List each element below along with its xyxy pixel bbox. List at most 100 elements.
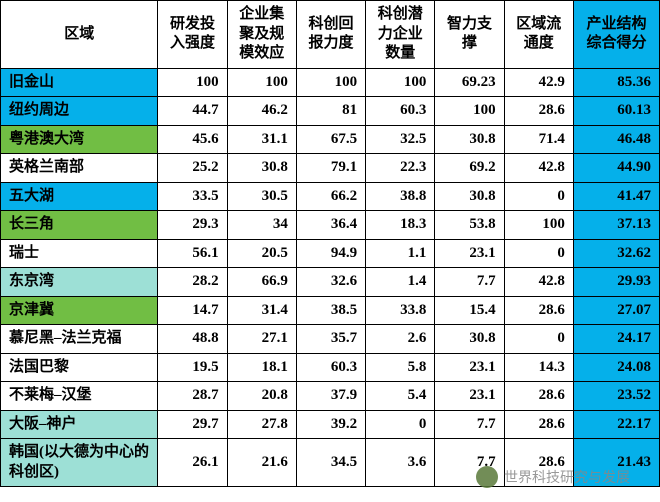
value-cell: 38.5 — [296, 296, 365, 325]
value-cell: 30.8 — [435, 182, 504, 211]
value-cell: 79.1 — [296, 154, 365, 183]
value-cell: 39.2 — [296, 410, 365, 439]
score-cell: 24.08 — [573, 353, 659, 382]
score-cell: 29.93 — [573, 268, 659, 297]
value-cell: 5.8 — [366, 353, 435, 382]
value-cell: 25.2 — [158, 154, 227, 183]
value-cell: 28.2 — [158, 268, 227, 297]
region-cell: 长三角 — [1, 211, 158, 240]
value-cell: 27.8 — [227, 410, 296, 439]
score-cell: 21.43 — [573, 439, 659, 487]
value-cell: 69.2 — [435, 154, 504, 183]
value-cell: 14.3 — [504, 353, 573, 382]
value-cell: 0 — [504, 239, 573, 268]
value-cell: 15.4 — [435, 296, 504, 325]
value-cell: 34 — [227, 211, 296, 240]
region-cell: 法国巴黎 — [1, 353, 158, 382]
value-cell: 100 — [296, 68, 365, 97]
score-cell: 24.17 — [573, 325, 659, 354]
table-row: 法国巴黎19.518.160.35.823.114.324.08 — [1, 353, 660, 382]
value-cell: 14.7 — [158, 296, 227, 325]
score-cell: 23.52 — [573, 382, 659, 411]
col-3: 科创回报力度 — [296, 1, 365, 69]
value-cell: 31.1 — [227, 125, 296, 154]
col-2: 企业集聚及规模效应 — [227, 1, 296, 69]
value-cell: 7.7 — [435, 439, 504, 487]
value-cell: 7.7 — [435, 268, 504, 297]
value-cell: 7.7 — [435, 410, 504, 439]
table-row: 纽约周边44.746.28160.310028.660.13 — [1, 97, 660, 126]
value-cell: 5.4 — [366, 382, 435, 411]
value-cell: 1.4 — [366, 268, 435, 297]
value-cell: 36.4 — [296, 211, 365, 240]
value-cell: 20.5 — [227, 239, 296, 268]
table-row: 不莱梅–汉堡28.720.837.95.423.128.623.52 — [1, 382, 660, 411]
value-cell: 31.4 — [227, 296, 296, 325]
value-cell: 30.5 — [227, 182, 296, 211]
value-cell: 100 — [158, 68, 227, 97]
value-cell: 28.6 — [504, 97, 573, 126]
value-cell: 35.7 — [296, 325, 365, 354]
score-cell: 32.62 — [573, 239, 659, 268]
table-row: 京津冀14.731.438.533.815.428.627.07 — [1, 296, 660, 325]
score-cell: 41.47 — [573, 182, 659, 211]
value-cell: 27.1 — [227, 325, 296, 354]
ranking-table: 区域 研发投入强度 企业集聚及规模效应 科创回报力度 科创潜力企业数量 智力支撑… — [0, 0, 660, 487]
value-cell: 26.1 — [158, 439, 227, 487]
value-cell: 29.7 — [158, 410, 227, 439]
region-cell: 慕尼黑–法兰克福 — [1, 325, 158, 354]
value-cell: 29.3 — [158, 211, 227, 240]
region-cell: 东京湾 — [1, 268, 158, 297]
value-cell: 48.8 — [158, 325, 227, 354]
value-cell: 60.3 — [366, 97, 435, 126]
value-cell: 19.5 — [158, 353, 227, 382]
value-cell: 32.5 — [366, 125, 435, 154]
region-cell: 五大湖 — [1, 182, 158, 211]
table-row: 五大湖33.530.566.238.830.8041.47 — [1, 182, 660, 211]
value-cell: 42.9 — [504, 68, 573, 97]
table-body: 旧金山10010010010069.2342.985.36纽约周边44.746.… — [1, 68, 660, 487]
value-cell: 100 — [227, 68, 296, 97]
value-cell: 18.3 — [366, 211, 435, 240]
col-score: 产业结构综合得分 — [573, 1, 659, 69]
value-cell: 21.6 — [227, 439, 296, 487]
value-cell: 44.7 — [158, 97, 227, 126]
value-cell: 30.8 — [435, 125, 504, 154]
value-cell: 42.8 — [504, 154, 573, 183]
col-5: 智力支撑 — [435, 1, 504, 69]
value-cell: 28.7 — [158, 382, 227, 411]
value-cell: 0 — [366, 410, 435, 439]
value-cell: 28.6 — [504, 439, 573, 487]
value-cell: 23.1 — [435, 382, 504, 411]
region-cell: 旧金山 — [1, 68, 158, 97]
score-cell: 44.90 — [573, 154, 659, 183]
value-cell: 45.6 — [158, 125, 227, 154]
region-cell: 瑞士 — [1, 239, 158, 268]
value-cell: 94.9 — [296, 239, 365, 268]
score-cell: 60.13 — [573, 97, 659, 126]
value-cell: 0 — [504, 325, 573, 354]
value-cell: 81 — [296, 97, 365, 126]
col-1: 研发投入强度 — [158, 1, 227, 69]
value-cell: 18.1 — [227, 353, 296, 382]
table-row: 韩国(以大德为中心的科创区)26.121.634.53.67.728.621.4… — [1, 439, 660, 487]
value-cell: 33.5 — [158, 182, 227, 211]
score-cell: 85.36 — [573, 68, 659, 97]
value-cell: 60.3 — [296, 353, 365, 382]
region-cell: 不莱梅–汉堡 — [1, 382, 158, 411]
value-cell: 37.9 — [296, 382, 365, 411]
value-cell: 33.8 — [366, 296, 435, 325]
col-4: 科创潜力企业数量 — [366, 1, 435, 69]
score-cell: 22.17 — [573, 410, 659, 439]
table-row: 瑞士56.120.594.91.123.1032.62 — [1, 239, 660, 268]
table-row: 英格兰南部25.230.879.122.369.242.844.90 — [1, 154, 660, 183]
value-cell: 34.5 — [296, 439, 365, 487]
region-cell: 纽约周边 — [1, 97, 158, 126]
score-cell: 37.13 — [573, 211, 659, 240]
value-cell: 23.1 — [435, 239, 504, 268]
table-row: 长三角29.33436.418.353.810037.13 — [1, 211, 660, 240]
value-cell: 1.1 — [366, 239, 435, 268]
value-cell: 2.6 — [366, 325, 435, 354]
value-cell: 30.8 — [227, 154, 296, 183]
region-cell: 京津冀 — [1, 296, 158, 325]
